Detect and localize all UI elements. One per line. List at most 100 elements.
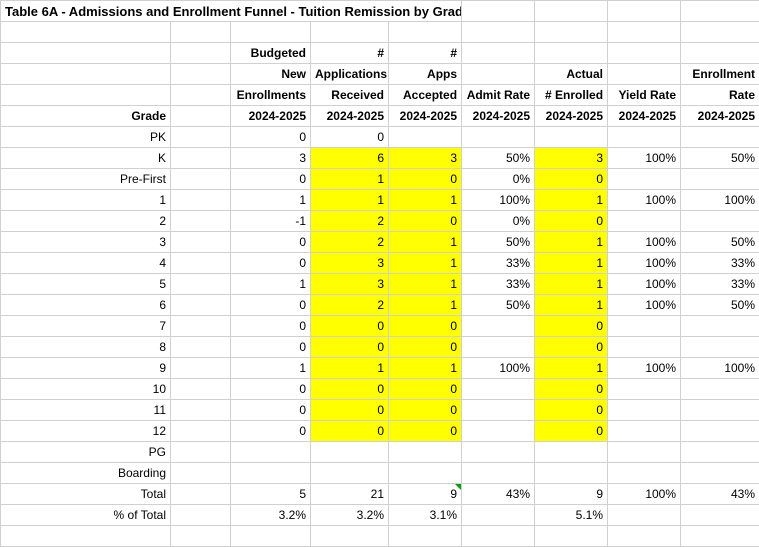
empty	[608, 1, 681, 22]
header-cell	[171, 106, 231, 127]
header-cell	[608, 64, 681, 85]
accepted-cell: 0	[389, 169, 462, 190]
yield-rate-cell	[608, 169, 681, 190]
admit-rate-cell	[462, 127, 535, 148]
total-yield: 100%	[608, 484, 681, 505]
pct-apps: 3.2%	[311, 505, 389, 526]
empty	[171, 400, 231, 421]
header-cell	[1, 85, 171, 106]
apps-cell: 1	[311, 169, 389, 190]
enroll-rate-cell	[681, 379, 759, 400]
grade-label: 8	[1, 337, 171, 358]
apps-cell: 1	[311, 190, 389, 211]
enrolled-cell: 0	[535, 169, 608, 190]
empty	[608, 526, 681, 547]
empty	[535, 526, 608, 547]
header-cell	[608, 43, 681, 64]
budget-cell: 0	[231, 421, 311, 442]
header-cell: 2024-2025	[462, 106, 535, 127]
enrolled-cell: 3	[535, 148, 608, 169]
admit-rate-cell: 50%	[462, 232, 535, 253]
empty	[171, 484, 231, 505]
grade-label: PK	[1, 127, 171, 148]
apps-cell: 3	[311, 274, 389, 295]
empty	[171, 526, 231, 547]
yield-rate-cell: 100%	[608, 295, 681, 316]
budget-cell: 3	[231, 148, 311, 169]
admit-rate-cell: 100%	[462, 190, 535, 211]
enrolled-cell: 0	[535, 211, 608, 232]
empty	[171, 505, 231, 526]
header-cell: #	[389, 43, 462, 64]
empty	[171, 358, 231, 379]
enrolled-cell: 0	[535, 400, 608, 421]
accepted-cell: 1	[389, 358, 462, 379]
grade-label: 2	[1, 211, 171, 232]
header-cell	[462, 43, 535, 64]
header-cell	[1, 43, 171, 64]
yield-rate-cell	[608, 379, 681, 400]
enrolled-cell: 0	[535, 316, 608, 337]
empty	[171, 190, 231, 211]
header-cell: Enrollments	[231, 85, 311, 106]
enroll-rate-cell: 100%	[681, 190, 759, 211]
total-accepted: 9	[389, 484, 462, 505]
header-cell: 2024-2025	[231, 106, 311, 127]
total-admit: 43%	[462, 484, 535, 505]
admit-rate-cell	[462, 337, 535, 358]
enroll-rate-cell: 50%	[681, 232, 759, 253]
budget-cell: 1	[231, 190, 311, 211]
yield-rate-cell: 100%	[608, 253, 681, 274]
budget-cell: 0	[231, 253, 311, 274]
enroll-rate-cell	[681, 421, 759, 442]
admit-rate-cell: 50%	[462, 148, 535, 169]
budget-cell	[231, 463, 311, 484]
apps-cell: 0	[311, 337, 389, 358]
enroll-rate-cell: 50%	[681, 295, 759, 316]
header-cell	[171, 85, 231, 106]
apps-cell: 2	[311, 211, 389, 232]
enroll-rate-cell	[681, 463, 759, 484]
admit-rate-cell: 50%	[462, 295, 535, 316]
header-cell: Budgeted	[231, 43, 311, 64]
empty	[171, 295, 231, 316]
pct-admit	[462, 505, 535, 526]
apps-cell: 0	[311, 316, 389, 337]
table-title: Table 6A - Admissions and Enrollment Fun…	[1, 1, 462, 22]
enroll-rate-cell	[681, 211, 759, 232]
enrolled-cell: 1	[535, 253, 608, 274]
accepted-cell: 0	[389, 379, 462, 400]
grade-label: 10	[1, 379, 171, 400]
empty	[171, 169, 231, 190]
header-cell: Rate	[681, 85, 759, 106]
header-cell: Grade	[1, 106, 171, 127]
header-cell: Yield Rate	[608, 85, 681, 106]
accepted-cell: 1	[389, 190, 462, 211]
accepted-cell: 1	[389, 253, 462, 274]
apps-cell: 2	[311, 295, 389, 316]
admit-rate-cell	[462, 379, 535, 400]
yield-rate-cell: 100%	[608, 274, 681, 295]
accepted-cell: 1	[389, 274, 462, 295]
accepted-cell: 0	[389, 211, 462, 232]
empty	[171, 463, 231, 484]
grade-label: 1	[1, 190, 171, 211]
empty	[311, 526, 389, 547]
total-label: Total	[1, 484, 171, 505]
apps-cell	[311, 442, 389, 463]
pct-yield	[608, 505, 681, 526]
empty	[231, 22, 311, 43]
yield-rate-cell	[608, 337, 681, 358]
empty	[171, 316, 231, 337]
enrolled-cell: 1	[535, 358, 608, 379]
enroll-rate-cell: 33%	[681, 253, 759, 274]
enroll-rate-cell	[681, 442, 759, 463]
admit-rate-cell: 0%	[462, 211, 535, 232]
budget-cell: 0	[231, 337, 311, 358]
enrolled-cell: 0	[535, 421, 608, 442]
budget-cell: 0	[231, 379, 311, 400]
apps-cell: 0	[311, 127, 389, 148]
accepted-cell	[389, 463, 462, 484]
funnel-table: Table 6A - Admissions and Enrollment Fun…	[0, 0, 759, 547]
empty	[389, 526, 462, 547]
